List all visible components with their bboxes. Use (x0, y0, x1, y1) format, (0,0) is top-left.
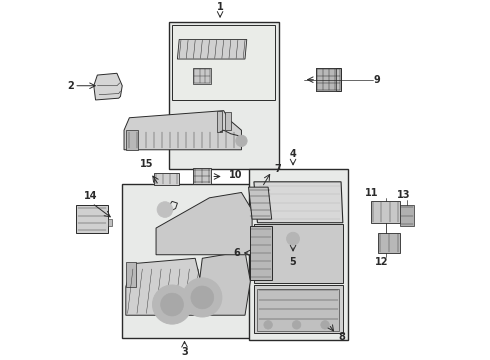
FancyBboxPatch shape (169, 22, 279, 169)
Polygon shape (250, 226, 271, 280)
Circle shape (264, 320, 272, 329)
Polygon shape (194, 68, 211, 84)
FancyBboxPatch shape (172, 25, 275, 100)
Polygon shape (254, 225, 343, 283)
Circle shape (321, 320, 329, 329)
Text: 8: 8 (338, 332, 345, 342)
Polygon shape (94, 73, 122, 100)
FancyBboxPatch shape (378, 233, 400, 253)
Text: 15: 15 (141, 159, 154, 169)
Circle shape (191, 286, 214, 309)
Polygon shape (126, 258, 202, 315)
Text: 3: 3 (181, 347, 188, 357)
Text: 5: 5 (290, 257, 296, 267)
Text: 9: 9 (373, 75, 380, 85)
Circle shape (236, 135, 247, 147)
Polygon shape (108, 219, 112, 226)
FancyBboxPatch shape (400, 205, 414, 226)
Circle shape (157, 202, 173, 217)
Text: 12: 12 (374, 257, 388, 267)
Text: 11: 11 (365, 188, 378, 198)
FancyBboxPatch shape (371, 201, 400, 223)
Text: 6: 6 (233, 248, 240, 258)
Circle shape (293, 320, 301, 329)
Text: 14: 14 (83, 192, 97, 201)
Text: 13: 13 (396, 190, 410, 200)
FancyBboxPatch shape (248, 169, 348, 340)
Polygon shape (124, 111, 242, 150)
Polygon shape (126, 262, 137, 287)
FancyBboxPatch shape (194, 168, 211, 184)
Circle shape (161, 293, 183, 316)
Polygon shape (195, 251, 250, 315)
Circle shape (152, 285, 192, 324)
Polygon shape (257, 289, 339, 330)
Polygon shape (177, 40, 247, 59)
Polygon shape (126, 130, 138, 150)
Polygon shape (316, 68, 336, 91)
Text: 10: 10 (229, 170, 243, 180)
Text: 2: 2 (67, 81, 74, 91)
Polygon shape (217, 111, 222, 132)
Circle shape (183, 278, 222, 317)
Text: 4: 4 (290, 149, 296, 159)
Polygon shape (254, 285, 343, 333)
FancyBboxPatch shape (122, 184, 257, 338)
Polygon shape (254, 182, 343, 223)
Polygon shape (248, 187, 271, 219)
FancyBboxPatch shape (76, 205, 108, 233)
Circle shape (287, 232, 299, 245)
Polygon shape (316, 68, 341, 91)
Polygon shape (156, 193, 252, 255)
FancyBboxPatch shape (154, 173, 179, 185)
Polygon shape (225, 112, 231, 130)
Text: 1: 1 (217, 2, 223, 12)
Text: 7: 7 (274, 164, 281, 174)
